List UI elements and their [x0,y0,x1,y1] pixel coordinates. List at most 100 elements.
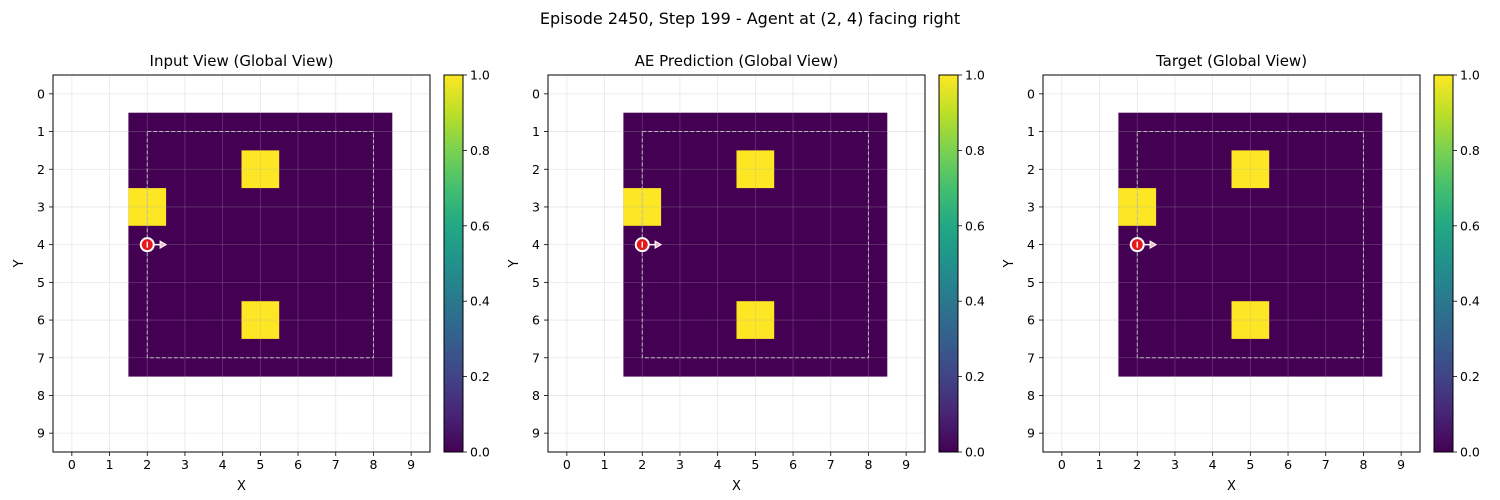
y-tick-label: 9 [37,426,45,441]
x-tick-label: 9 [407,457,415,472]
agent-marker-center [146,241,148,248]
colorbar-tick-label: 0.4 [470,294,490,309]
axes-frame [547,74,926,453]
agent-marker-center [641,241,643,248]
colorbar-tick-label: 0.4 [1460,294,1480,309]
inner-boundary [146,131,374,359]
heatmap-cell [1231,150,1270,189]
y-tick-label: 1 [37,124,45,139]
colorbar-tick-label: 0.0 [1460,445,1480,460]
colorbar-gradient [444,75,463,452]
heatmap-cell [736,301,775,339]
y-tick-label: 6 [1027,313,1035,328]
colorbar-tick-label: 1.0 [1460,68,1480,83]
y-tick-label: 2 [532,162,540,177]
y-tick-label: 2 [1027,162,1035,177]
x-tick-label: 3 [676,457,684,472]
agent-direction-arrowhead [654,240,663,250]
heatmap-cell [736,150,775,189]
colorbar-tick-label: 0.2 [1460,369,1480,384]
agent-marker-center [1136,241,1138,248]
y-tick-label: 2 [37,162,45,177]
axes-frame [52,74,431,453]
colorbar-gradient [1434,75,1453,452]
y-tick-label: 9 [532,426,540,441]
x-tick-label: 6 [1284,457,1292,472]
x-tick-label: 8 [864,457,872,472]
heatmap-cell [241,301,280,339]
x-tick-label: 9 [902,457,910,472]
x-tick-label: 2 [143,457,151,472]
y-tick-label: 3 [1027,199,1035,214]
y-tick-label: 8 [1027,388,1035,403]
colorbar-tick-label: 0.8 [470,143,490,158]
y-tick-label: 6 [532,313,540,328]
y-tick-label: 3 [532,199,540,214]
y-tick-label: 8 [532,388,540,403]
x-tick-label: 6 [294,457,302,472]
x-tick-label: 5 [1246,457,1254,472]
panel-title: Target (Global View) [1155,52,1307,70]
x-tick-label: 2 [1133,457,1141,472]
axes-frame [1042,74,1421,453]
colorbar-tick-label: 1.0 [965,68,985,83]
colorbar-tick-label: 0.0 [965,445,985,460]
y-tick-label: 7 [37,350,45,365]
colorbar-frame [1433,74,1454,453]
heatmap-panel: AE Prediction (Global View) 0 1 2 3 4 5 6 7 8 9 0 1 2… [507,52,985,494]
x-axis-label: X [732,479,741,494]
y-tick-label: 5 [532,275,540,290]
x-tick-label: 7 [1322,457,1330,472]
x-tick-label: 3 [181,457,189,472]
x-tick-label: 0 [1058,457,1066,472]
y-tick-label: 9 [1027,426,1035,441]
x-tick-label: 1 [1096,457,1104,472]
agent-direction-arrowhead [1149,240,1158,250]
y-tick-label: 1 [532,124,540,139]
y-tick-label: 0 [532,86,540,101]
panel-title: AE Prediction (Global View) [635,52,839,70]
y-tick-label: 5 [37,275,45,290]
x-tick-label: 7 [332,457,340,472]
y-tick-label: 0 [37,86,45,101]
x-tick-label: 6 [789,457,797,472]
colorbar-tick-label: 0.6 [965,218,985,233]
y-tick-label: 7 [1027,350,1035,365]
x-tick-label: 8 [369,457,377,472]
colorbar-frame [938,74,959,453]
y-tick-label: 4 [1027,237,1035,252]
x-tick-label: 4 [219,457,227,472]
x-tick-label: 3 [1171,457,1179,472]
y-tick-label: 3 [37,199,45,214]
colorbar-tick-label: 0.8 [1460,143,1480,158]
colorbar-tick-label: 0.8 [965,143,985,158]
colorbar-frame [443,74,464,453]
y-tick-label: 4 [532,237,540,252]
x-tick-label: 1 [106,457,114,472]
heatmap-cell [241,150,280,189]
colorbar-tick-label: 0.6 [470,218,490,233]
x-tick-label: 5 [256,457,264,472]
x-tick-label: 7 [827,457,835,472]
heatmap-cell [1231,301,1270,339]
x-tick-label: 2 [638,457,646,472]
y-tick-label: 0 [1027,86,1035,101]
y-axis-label: Y [507,259,522,268]
colorbar-tick-label: 0.4 [965,294,985,309]
inner-boundary [1136,131,1364,359]
y-tick-label: 1 [1027,124,1035,139]
agent-direction-arrowhead [159,240,168,250]
x-tick-label: 4 [1209,457,1217,472]
y-tick-label: 4 [37,237,45,252]
colorbar-gradient [939,75,958,452]
colorbar-tick-label: 1.0 [470,68,490,83]
heatmap-panel: Input View (Global View) 0 1 2 3 4 5 6 7 8 9 0 1 2 3 4 5… [12,52,490,494]
x-axis-label: X [237,479,246,494]
x-tick-label: 4 [714,457,722,472]
x-tick-label: 9 [1397,457,1405,472]
y-tick-label: 8 [37,388,45,403]
x-tick-label: 0 [563,457,571,472]
x-tick-label: 8 [1359,457,1367,472]
y-tick-label: 6 [37,313,45,328]
